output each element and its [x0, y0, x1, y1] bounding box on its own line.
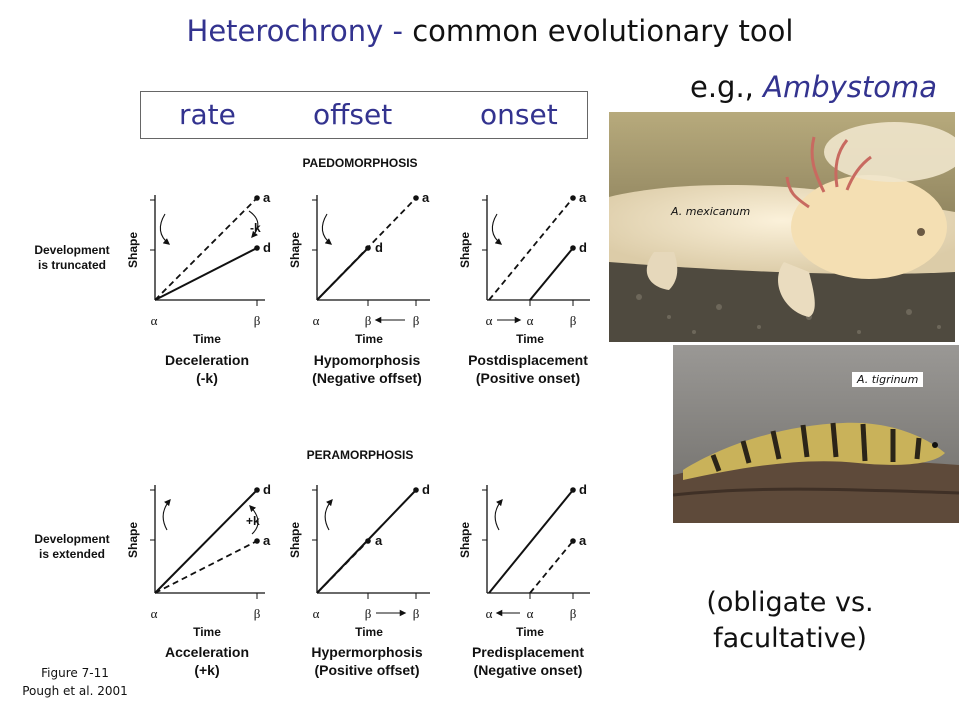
- alpha-tick: α: [151, 606, 158, 621]
- panel-deceleration: a d -k Shape α β Time Deceleration (-k): [126, 190, 271, 386]
- slide-title: Heterochrony - common evolutionary tool: [0, 14, 960, 48]
- alpha-tick: α: [313, 313, 320, 328]
- beta-tick: β: [413, 313, 420, 328]
- note-line1: (obligate vs.: [706, 587, 874, 618]
- row2-label-line2: is extended: [39, 547, 105, 561]
- tiger-salamander-caption: A. tigrinum: [852, 372, 924, 387]
- mode-name: Hypermorphosis: [311, 644, 422, 660]
- beta-tick: β: [413, 606, 420, 621]
- keyword-box: rate offset onset: [140, 91, 588, 139]
- rate-label-plus-k: +k: [246, 514, 260, 528]
- panel-hypomorphosis: a d Shape α β β Time Hypomorphosis (Nega…: [288, 190, 430, 386]
- mode-subtitle: (Negative offset): [312, 370, 422, 386]
- x-axis-label: Time: [193, 625, 221, 639]
- mode-name: Acceleration: [165, 644, 249, 660]
- row2-label-line1: Development: [34, 532, 109, 546]
- point-a: a: [579, 190, 587, 205]
- alpha-tick: α: [486, 606, 493, 621]
- note-line2: facultative): [713, 623, 867, 654]
- figure-reference: Figure 7-11 Pough et al. 2001: [10, 664, 140, 700]
- point-d: d: [375, 240, 383, 255]
- panel-acceleration: d a +k Shape α β Time Acceleration (+k): [126, 482, 271, 678]
- beta-tick: β: [254, 606, 261, 621]
- beta-tick: β: [570, 313, 577, 328]
- paedomorphosis-heading: PAEDOMORPHOSIS: [302, 156, 417, 170]
- reference-line1: Figure 7-11: [41, 666, 109, 680]
- mode-subtitle: (Positive onset): [476, 370, 580, 386]
- x-axis-label: Time: [193, 332, 221, 346]
- beta-tick: β: [570, 606, 577, 621]
- example-label: e.g., Ambystoma: [690, 70, 937, 104]
- mode-subtitle: (-k): [196, 370, 218, 386]
- x-axis-label: Time: [516, 625, 544, 639]
- example-prefix: e.g.,: [690, 70, 764, 104]
- x-axis-label: Time: [355, 625, 383, 639]
- y-axis-label: Shape: [288, 522, 302, 558]
- y-axis-label: Shape: [126, 232, 140, 268]
- obligate-facultative-note: (obligate vs. facultative): [690, 585, 890, 657]
- point-d: d: [263, 240, 271, 255]
- x-axis-label: Time: [355, 332, 383, 346]
- point-d: d: [579, 482, 587, 497]
- alpha-tick: α: [313, 606, 320, 621]
- beta-tick: β: [365, 606, 372, 621]
- mode-subtitle: (Positive offset): [314, 662, 419, 678]
- point-d: d: [422, 482, 430, 497]
- point-a: a: [263, 190, 271, 205]
- title-description: common evolutionary tool: [412, 14, 794, 48]
- point-a: a: [263, 533, 271, 548]
- axolotl-photo: [609, 112, 955, 342]
- example-genus: Ambystoma: [763, 70, 938, 104]
- keyword-rate: rate: [179, 98, 236, 131]
- alpha-tick: α: [527, 606, 534, 621]
- alpha-tick: α: [151, 313, 158, 328]
- mode-name: Postdisplacement: [468, 352, 588, 368]
- title-term: Heterochrony -: [186, 14, 413, 48]
- x-axis-label: Time: [516, 332, 544, 346]
- mode-subtitle: (+k): [194, 662, 219, 678]
- y-axis-label: Shape: [288, 232, 302, 268]
- point-a: a: [579, 533, 587, 548]
- peramorphosis-heading: PERAMORPHOSIS: [307, 448, 414, 462]
- rate-label-minus-k: -k: [250, 221, 261, 235]
- keyword-onset: onset: [480, 98, 558, 131]
- panel-predisplacement: d a Shape α α β Time Predisplacement (Ne…: [458, 482, 590, 678]
- panel-postdisplacement: a d Shape α α β Time Postdisplacement (P…: [458, 190, 590, 386]
- axolotl-caption: A. mexicanum: [671, 205, 751, 218]
- mode-subtitle: (Negative onset): [474, 662, 583, 678]
- reference-line2: Pough et al. 2001: [22, 684, 128, 698]
- mode-name: Hypomorphosis: [314, 352, 421, 368]
- beta-tick: β: [365, 313, 372, 328]
- mode-name: Deceleration: [165, 352, 249, 368]
- beta-tick: β: [254, 313, 261, 328]
- panel-hypermorphosis: d a Shape α β β Time Hypermorphosis (Pos…: [288, 482, 430, 678]
- row1-label-line2: is truncated: [38, 258, 106, 272]
- alpha-tick: α: [527, 313, 534, 328]
- keyword-offset: offset: [313, 98, 393, 131]
- row1-label-line1: Development: [34, 243, 109, 257]
- alpha-tick: α: [486, 313, 493, 328]
- heterochrony-figure: PAEDOMORPHOSIS PERAMORPHOSIS Development…: [34, 156, 590, 678]
- point-d: d: [579, 240, 587, 255]
- point-a: a: [375, 533, 383, 548]
- y-axis-label: Shape: [126, 522, 140, 558]
- point-a: a: [422, 190, 430, 205]
- mode-name: Predisplacement: [472, 644, 584, 660]
- point-d: d: [263, 482, 271, 497]
- y-axis-label: Shape: [458, 522, 472, 558]
- y-axis-label: Shape: [458, 232, 472, 268]
